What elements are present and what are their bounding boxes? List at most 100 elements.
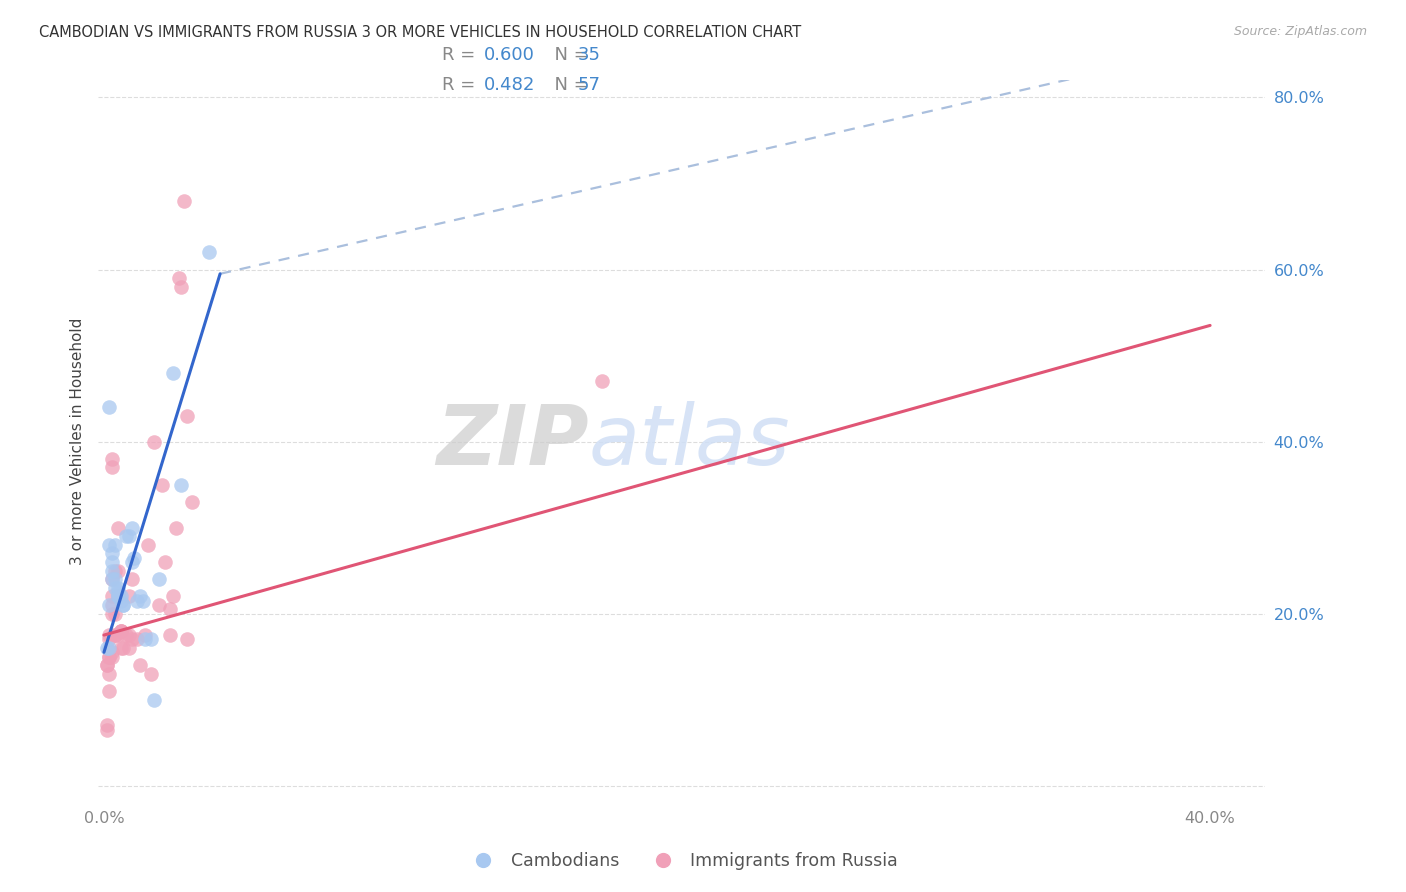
Point bbox=[107, 585, 129, 599]
Point bbox=[162, 590, 184, 604]
Point bbox=[150, 477, 173, 491]
Point bbox=[110, 624, 132, 638]
Text: CAMBODIAN VS IMMIGRANTS FROM RUSSIA 3 OR MORE VEHICLES IN HOUSEHOLD CORRELATION : CAMBODIAN VS IMMIGRANTS FROM RUSSIA 3 OR… bbox=[39, 25, 801, 40]
Point bbox=[121, 572, 143, 586]
Point bbox=[142, 434, 165, 449]
Point bbox=[181, 494, 204, 508]
Point bbox=[101, 555, 124, 569]
Point bbox=[139, 666, 162, 681]
Point bbox=[98, 632, 121, 647]
Point bbox=[110, 624, 132, 638]
Point bbox=[98, 649, 121, 664]
Point bbox=[101, 649, 124, 664]
Point bbox=[167, 271, 190, 285]
Point bbox=[96, 640, 118, 655]
Text: N =: N = bbox=[543, 77, 595, 95]
Text: 0.482: 0.482 bbox=[484, 77, 536, 95]
Point bbox=[170, 477, 193, 491]
Point bbox=[112, 640, 135, 655]
Point bbox=[129, 658, 152, 673]
Point bbox=[107, 590, 129, 604]
Point bbox=[110, 624, 132, 638]
Point bbox=[98, 538, 121, 552]
Point bbox=[101, 460, 124, 475]
Point bbox=[107, 628, 129, 642]
Point bbox=[101, 451, 124, 466]
Point bbox=[142, 692, 165, 706]
Point bbox=[107, 581, 129, 595]
Point bbox=[101, 598, 124, 612]
Point bbox=[112, 598, 135, 612]
Point bbox=[112, 598, 135, 612]
Point bbox=[101, 572, 124, 586]
Point bbox=[96, 723, 118, 737]
Point bbox=[110, 593, 132, 607]
Point bbox=[98, 684, 121, 698]
Point bbox=[131, 593, 153, 607]
Point bbox=[107, 564, 129, 578]
Point bbox=[104, 581, 127, 595]
Text: atlas: atlas bbox=[589, 401, 790, 482]
Point bbox=[104, 538, 127, 552]
Point bbox=[127, 632, 149, 647]
Point bbox=[121, 555, 143, 569]
Point bbox=[121, 632, 143, 647]
Point bbox=[96, 658, 118, 673]
Point bbox=[98, 400, 121, 414]
Point bbox=[110, 590, 132, 604]
Point bbox=[101, 564, 124, 578]
Point bbox=[136, 538, 159, 552]
Text: 0.600: 0.600 bbox=[484, 46, 534, 64]
Point bbox=[101, 590, 124, 604]
Point bbox=[153, 555, 176, 569]
Point bbox=[159, 602, 181, 616]
Point bbox=[96, 718, 118, 732]
Point bbox=[162, 366, 184, 380]
Point bbox=[165, 520, 187, 534]
Point bbox=[110, 640, 132, 655]
Point bbox=[107, 590, 129, 604]
Point bbox=[104, 607, 127, 621]
Point bbox=[170, 279, 193, 293]
Point bbox=[115, 628, 138, 642]
Point bbox=[129, 590, 152, 604]
Point bbox=[118, 640, 141, 655]
Point bbox=[118, 590, 141, 604]
Point bbox=[107, 590, 129, 604]
Point bbox=[104, 628, 127, 642]
Point bbox=[101, 607, 124, 621]
Y-axis label: 3 or more Vehicles in Household: 3 or more Vehicles in Household bbox=[69, 318, 84, 566]
Text: N =: N = bbox=[543, 46, 595, 64]
Text: R =: R = bbox=[441, 46, 481, 64]
Point bbox=[121, 520, 143, 534]
Point bbox=[104, 572, 127, 586]
Point bbox=[127, 593, 149, 607]
Point bbox=[104, 564, 127, 578]
Point bbox=[173, 194, 195, 208]
Point bbox=[176, 409, 198, 423]
Point bbox=[101, 546, 124, 560]
Point bbox=[134, 632, 156, 647]
Point bbox=[124, 550, 146, 565]
Point bbox=[118, 628, 141, 642]
Point bbox=[98, 628, 121, 642]
Point bbox=[148, 572, 170, 586]
Point bbox=[115, 529, 138, 543]
Point bbox=[98, 598, 121, 612]
Point bbox=[591, 375, 613, 389]
Text: Source: ZipAtlas.com: Source: ZipAtlas.com bbox=[1233, 25, 1367, 38]
Point bbox=[98, 640, 121, 655]
Point bbox=[148, 598, 170, 612]
Text: R =: R = bbox=[441, 77, 481, 95]
Text: 35: 35 bbox=[578, 46, 600, 64]
Point bbox=[139, 632, 162, 647]
Point bbox=[107, 520, 129, 534]
Text: 57: 57 bbox=[578, 77, 600, 95]
Text: ZIP: ZIP bbox=[436, 401, 589, 482]
Point bbox=[104, 628, 127, 642]
Point bbox=[198, 245, 221, 260]
Point bbox=[101, 572, 124, 586]
Point bbox=[118, 529, 141, 543]
Point bbox=[176, 632, 198, 647]
Point bbox=[96, 658, 118, 673]
